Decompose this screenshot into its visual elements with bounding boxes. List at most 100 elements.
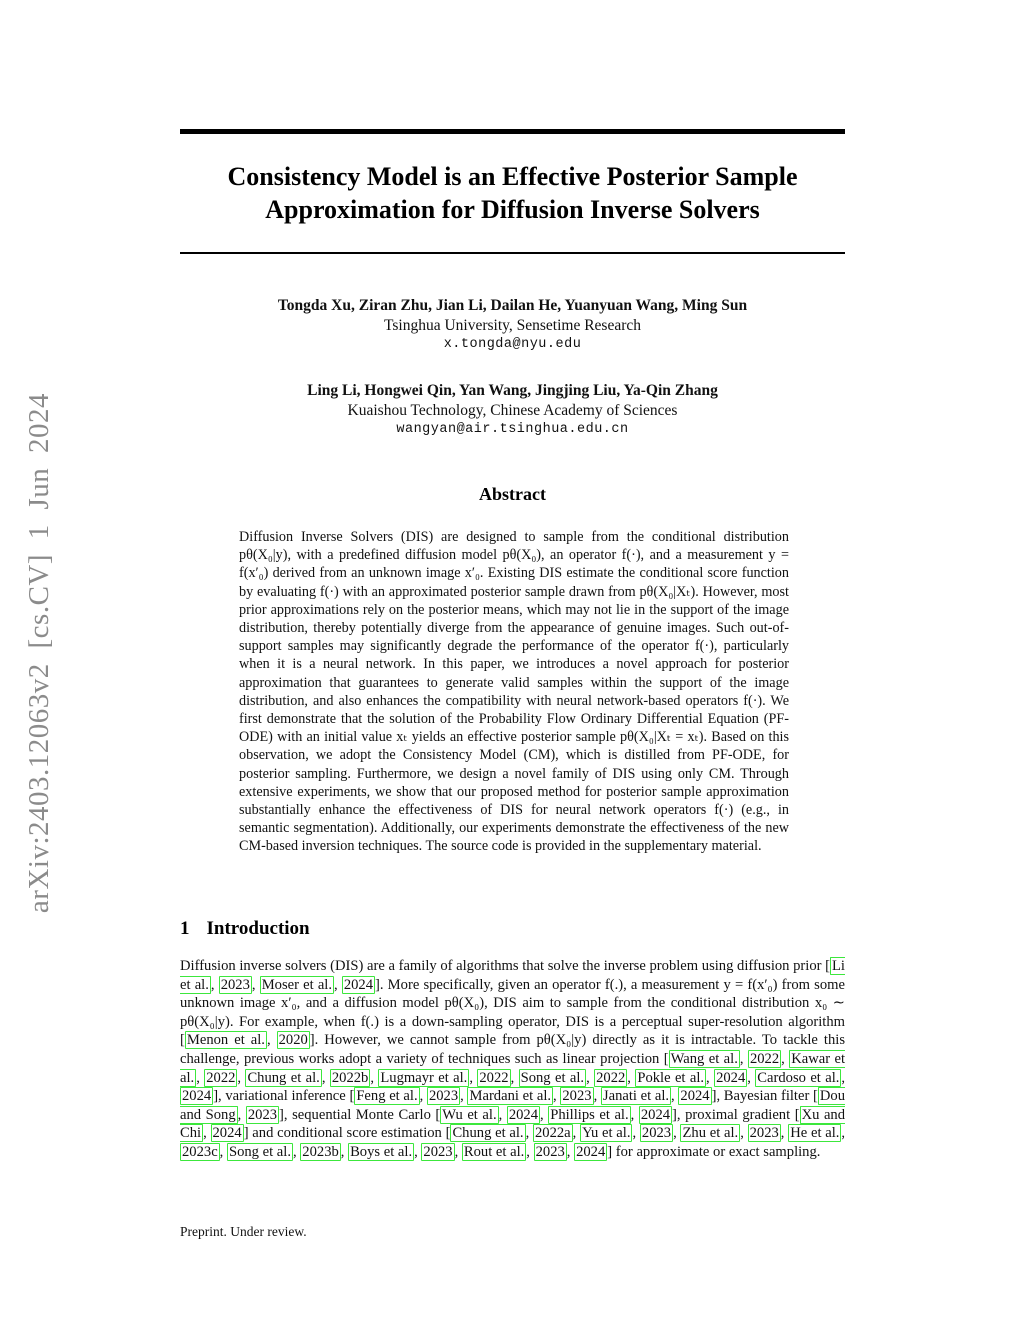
- citation-link[interactable]: 2023: [426, 1087, 461, 1106]
- citation-link[interactable]: 2024: [341, 975, 376, 994]
- citation-link[interactable]: Li et al.: [180, 957, 845, 994]
- paragraph-text: ,: [553, 1088, 561, 1105]
- citation-link[interactable]: Janati et al.: [600, 1087, 672, 1106]
- citation-link[interactable]: 2023: [245, 1105, 280, 1124]
- section-heading-introduction: 1 Introduction: [180, 918, 310, 940]
- citation-link[interactable]: Chung et al.: [450, 1124, 526, 1143]
- paragraph-text: Diffusion inverse solvers (DIS) are a fa…: [180, 958, 831, 974]
- paragraph-text: ,: [526, 1143, 534, 1160]
- citation-link[interactable]: 2024: [180, 1087, 214, 1106]
- author-affiliation: Tsinghua University, Sensetime Research: [383, 316, 642, 334]
- citation-link[interactable]: 2020: [276, 1031, 310, 1050]
- citation-link[interactable]: Yu et al.: [580, 1124, 633, 1143]
- citation-link[interactable]: 2023: [218, 975, 252, 994]
- citation-link[interactable]: 2023: [533, 1142, 567, 1161]
- paragraph-text: ,: [293, 1143, 301, 1160]
- paragraph-text: ,: [219, 1143, 227, 1160]
- paragraph-text: ,: [593, 1088, 601, 1105]
- footer-note: Preprint. Under review.: [180, 1224, 307, 1239]
- title-rule: [180, 252, 845, 254]
- citation-link[interactable]: Boys et al.: [348, 1142, 415, 1161]
- paragraph-text: ,: [237, 1106, 246, 1123]
- paragraph-text: ,: [251, 976, 260, 993]
- page-title-line2: Approximation for Diffusion Inverse Solv…: [265, 195, 760, 224]
- paragraph-text: ,: [334, 976, 342, 993]
- citation-link[interactable]: Rout et al.: [461, 1142, 527, 1161]
- section-number: 1: [180, 918, 190, 939]
- paragraph-text: ,: [740, 1125, 748, 1142]
- paragraph-text: ,: [469, 1069, 478, 1086]
- paragraph-text: ,: [510, 1069, 519, 1086]
- paragraph-text: ,: [630, 1106, 639, 1123]
- paragraph-text: ] and conditional score estimation [: [243, 1125, 451, 1142]
- citation-link[interactable]: 2024: [714, 1068, 748, 1087]
- citation-link[interactable]: Song et al.: [518, 1068, 587, 1087]
- paragraph-text: ], sequential Monte Carlo [: [279, 1106, 441, 1123]
- citation-link[interactable]: He et al.: [788, 1124, 842, 1143]
- citation-link[interactable]: 2023c: [180, 1142, 220, 1161]
- paragraph-text: ,: [321, 1069, 330, 1086]
- author-names: Tongda Xu, Ziran Zhu, Jian Li, Dailan He…: [277, 297, 748, 314]
- citation-link[interactable]: Chung et al.: [245, 1068, 322, 1087]
- citation-link[interactable]: 2024: [506, 1105, 540, 1124]
- citation-link[interactable]: 2023: [639, 1124, 674, 1143]
- paragraph-text: ,: [627, 1069, 636, 1086]
- author-affiliation: Kuaishou Technology, Chinese Academy of …: [347, 401, 678, 419]
- author-block-2: Ling Li, Hongwei Qin, Yan Wang, Jingjing…: [180, 381, 845, 440]
- citation-link[interactable]: 2024: [574, 1142, 608, 1161]
- citation-link[interactable]: 2022: [594, 1068, 628, 1087]
- citation-link[interactable]: Song et al.: [226, 1142, 293, 1161]
- citation-link[interactable]: 2022: [477, 1068, 511, 1087]
- citation-link[interactable]: Menon et al.: [184, 1031, 267, 1050]
- top-rule: [180, 129, 845, 134]
- citation-link[interactable]: Pokle et al.: [635, 1068, 707, 1087]
- citation-link[interactable]: 2023b: [300, 1142, 341, 1161]
- citation-link[interactable]: 2023: [421, 1142, 455, 1161]
- citation-link[interactable]: Kawar et al.: [180, 1049, 846, 1087]
- paragraph-text: ,: [498, 1106, 507, 1123]
- paragraph-text: ,: [632, 1125, 640, 1142]
- citation-link[interactable]: Feng et al.: [354, 1087, 420, 1106]
- paragraph-text: ] for approximate or exact sampling.: [607, 1143, 821, 1160]
- paragraph-text: ,: [671, 1088, 679, 1105]
- citation-link[interactable]: Moser et al.: [259, 975, 335, 994]
- citation-link[interactable]: Mardani et al.: [467, 1087, 554, 1106]
- paragraph-text: ,: [370, 1069, 379, 1086]
- paragraph-text: ,: [572, 1125, 581, 1142]
- paragraph-text: ,: [237, 1069, 246, 1086]
- paragraph-text: ,: [460, 1088, 468, 1105]
- citation-link[interactable]: 2023: [560, 1087, 594, 1106]
- citation-link[interactable]: Phillips et al.: [548, 1105, 631, 1124]
- citation-link[interactable]: Lugmayr et al.: [378, 1068, 470, 1087]
- citation-link[interactable]: Wang et al.: [668, 1049, 740, 1068]
- paragraph-text: ,: [673, 1125, 681, 1142]
- paragraph-text: ,: [525, 1125, 533, 1142]
- paragraph-text: ,: [780, 1125, 789, 1142]
- paragraph-text: ,: [266, 1032, 277, 1049]
- citation-link[interactable]: Dou and Song: [180, 1087, 846, 1124]
- introduction-paragraph: Diffusion inverse solvers (DIS) are a fa…: [180, 957, 845, 1162]
- paragraph-text: ], Bayesian filter [: [711, 1088, 818, 1105]
- citation-link[interactable]: 2022: [747, 1049, 782, 1068]
- paragraph-text: ,: [841, 1069, 846, 1086]
- paragraph-text: ]. However, we cannot sample from pθ(X₀|…: [180, 1032, 846, 1067]
- page-title-line1: Consistency Model is an Effective Poster…: [227, 162, 798, 191]
- citation-link[interactable]: 2022: [204, 1068, 238, 1087]
- citation-link[interactable]: Zhu et al.: [680, 1124, 741, 1143]
- paragraph-text: ,: [540, 1106, 549, 1123]
- paragraph-text: ], proximal gradient [: [672, 1106, 800, 1123]
- paragraph-text: ,: [203, 1125, 211, 1142]
- citation-link[interactable]: Wu et al.: [440, 1105, 499, 1124]
- citation-link[interactable]: 2024: [638, 1105, 673, 1124]
- citation-link[interactable]: Xu and Chi: [180, 1105, 846, 1143]
- citation-link[interactable]: 2022b: [329, 1068, 371, 1087]
- citation-link[interactable]: 2024: [678, 1087, 712, 1106]
- citation-link[interactable]: 2023: [747, 1124, 781, 1143]
- citation-link[interactable]: 2024: [210, 1124, 244, 1143]
- citation-link[interactable]: Cardoso et al.: [755, 1068, 842, 1087]
- paragraph-text: ,: [566, 1143, 575, 1160]
- arxiv-watermark: arXiv:2403.12063v2 [cs.CV] 1 Jun 2024: [23, 392, 55, 914]
- citation-link[interactable]: 2022a: [532, 1124, 573, 1143]
- paragraph-text: ]. More specifically, given an operator …: [180, 976, 845, 1049]
- paragraph-text: ,: [414, 1143, 422, 1160]
